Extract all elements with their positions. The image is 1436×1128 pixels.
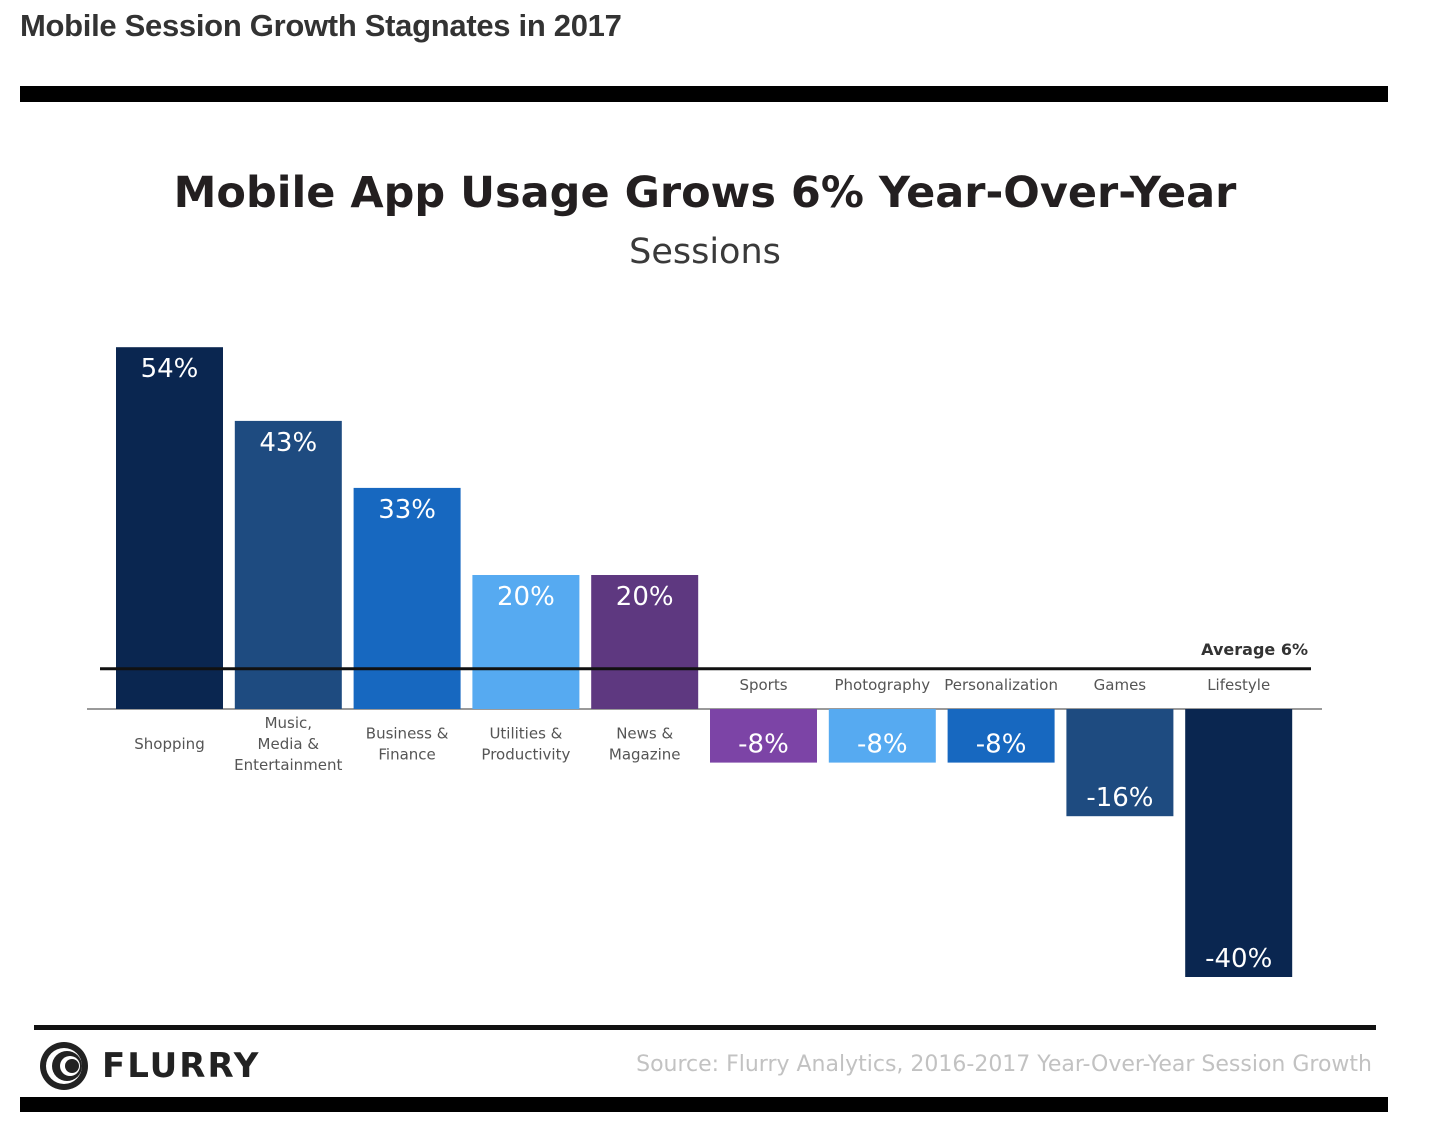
bar-2 <box>234 420 342 709</box>
brand-name: FLURRY <box>102 1046 261 1086</box>
bar-10 <box>1185 709 1293 977</box>
chart-subtitle: Sessions <box>629 232 781 272</box>
data-label-7: -8% <box>857 730 908 760</box>
bar-6 <box>710 709 817 763</box>
category-label-2-line-1: Music, <box>265 714 312 732</box>
category-label-3-line-1: Business & <box>366 725 449 743</box>
category-label-5-line-2: Magazine <box>609 746 681 764</box>
data-label-8: -8% <box>976 730 1027 760</box>
data-label-6: -8% <box>738 730 789 760</box>
data-label-4: 20% <box>497 582 555 612</box>
bar-1 <box>116 347 223 709</box>
category-label-1-line-1: Shopping <box>134 735 204 753</box>
category-label-4-line-1: Utilities & <box>489 725 562 743</box>
bar-3 <box>353 487 461 709</box>
category-label-5-line-1: News & <box>616 725 673 743</box>
category-label-8-line-1: Personalization <box>944 676 1058 694</box>
bar-9 <box>1066 709 1174 817</box>
category-label-4-line-2: Productivity <box>481 746 570 764</box>
bar-7 <box>828 709 936 763</box>
category-label-10-line-1: Lifestyle <box>1207 676 1270 694</box>
category-label-2-line-2: Media & <box>258 735 320 753</box>
category-label-6-line-1: Sports <box>739 676 787 694</box>
data-label-10: -40% <box>1205 944 1272 974</box>
page-title: Mobile Session Growth Stagnates in 2017 <box>20 8 622 43</box>
bar-8 <box>947 709 1055 763</box>
data-label-5: 20% <box>616 582 674 612</box>
data-label-3: 33% <box>378 495 436 525</box>
footer-divider <box>34 1025 1376 1030</box>
chart-title: Mobile App Usage Grows 6% Year-Over-Year <box>173 168 1237 218</box>
data-label-1: 54% <box>141 354 199 384</box>
bar-4 <box>472 575 580 709</box>
flurry-logo: FLURRY <box>38 1040 260 1092</box>
flurry-logo-icon <box>40 1042 88 1090</box>
bottom-divider <box>20 1097 1388 1112</box>
category-label-7-line-1: Photography <box>835 676 931 694</box>
average-label: Average 6% <box>1201 640 1308 659</box>
category-label-9-line-1: Games <box>1094 676 1147 694</box>
category-label-3-line-2: Finance <box>378 746 435 764</box>
source-note: Source: Flurry Analytics, 2016-2017 Year… <box>636 1052 1372 1077</box>
data-label-9: -16% <box>1086 783 1153 813</box>
top-divider <box>20 86 1388 102</box>
category-label-2-line-3: Entertainment <box>234 756 342 774</box>
bar-5 <box>591 575 699 709</box>
data-label-2: 43% <box>259 428 317 458</box>
